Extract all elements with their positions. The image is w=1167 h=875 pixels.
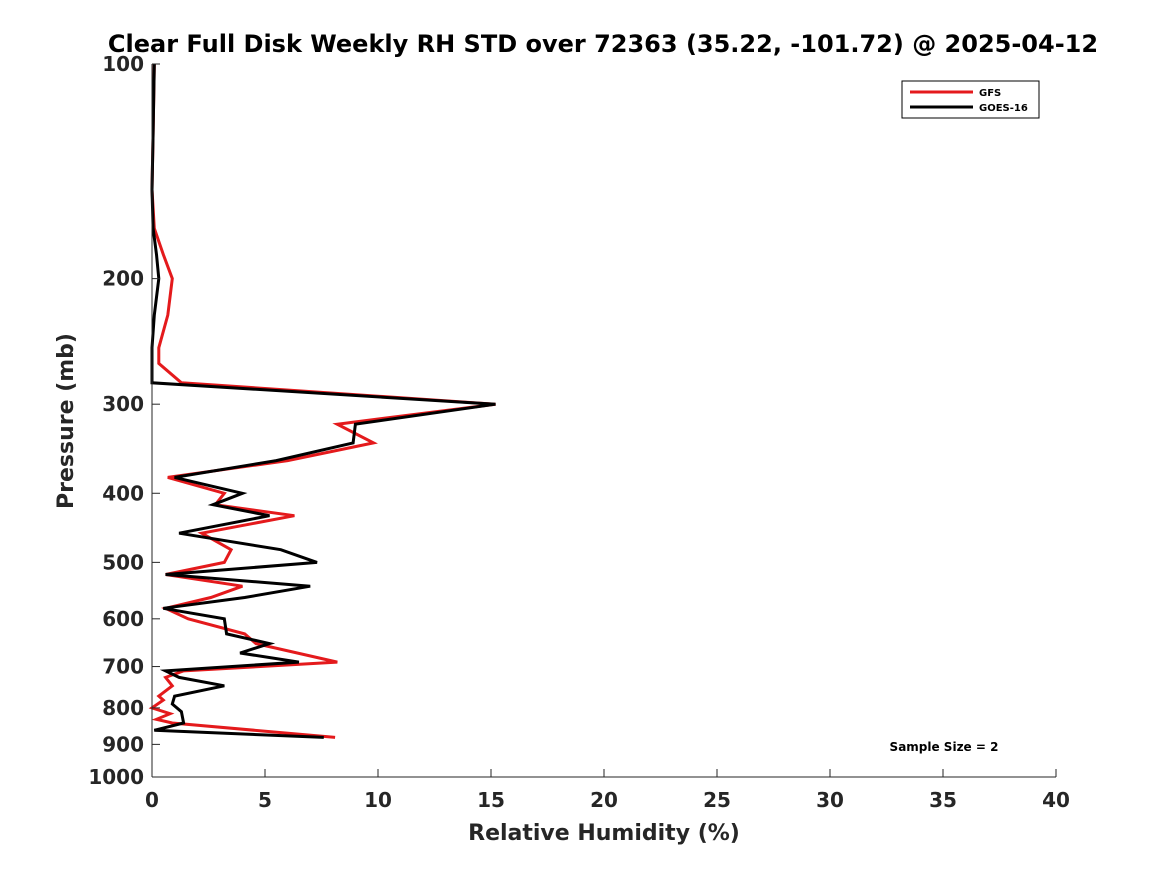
y-tick-label: 900 xyxy=(102,732,144,756)
x-tick-label: 20 xyxy=(590,788,618,812)
legend-label-gfs: GFS xyxy=(979,88,1001,99)
y-tick-label: 800 xyxy=(102,696,144,720)
y-tick-label: 200 xyxy=(102,267,144,291)
series-layer xyxy=(148,63,496,739)
y-tick-label: 300 xyxy=(102,392,144,416)
x-tick-label: 10 xyxy=(364,788,392,812)
x-axis-ticks: 0 5 10 15 20 25 30 35 40 xyxy=(145,769,1070,812)
chart-title: Clear Full Disk Weekly RH STD over 72363… xyxy=(108,30,1098,58)
x-tick-label: 15 xyxy=(477,788,505,812)
x-tick-label: 35 xyxy=(929,788,957,812)
y-tick-label: 1000 xyxy=(88,765,144,789)
x-tick-label: 5 xyxy=(258,788,272,812)
y-tick-label: 700 xyxy=(102,655,144,679)
x-tick-label: 25 xyxy=(703,788,731,812)
x-tick-label: 40 xyxy=(1042,788,1070,812)
y-tick-label: 400 xyxy=(102,481,144,505)
series-line-gfs xyxy=(148,63,496,739)
y-axis-label: Pressure (mb) xyxy=(54,333,79,509)
y-tick-label: 100 xyxy=(102,52,144,76)
legend-box xyxy=(901,80,1040,119)
legend: GFS GOES-16 xyxy=(901,80,1040,119)
y-tick-label: 600 xyxy=(102,607,144,631)
x-axis-label: Relative Humidity (%) xyxy=(468,821,740,846)
y-tick-label: 500 xyxy=(102,550,144,574)
legend-label-goes-16: GOES-16 xyxy=(979,103,1028,114)
x-tick-label: 30 xyxy=(816,788,844,812)
x-tick-label: 0 xyxy=(145,788,159,812)
y-axis-ticks: 100 200 300 400 500 600 700 800 900 1000 xyxy=(88,52,160,789)
series-line-goes-16 xyxy=(150,63,496,739)
sample-size-annotation: Sample Size = 2 xyxy=(890,740,999,754)
